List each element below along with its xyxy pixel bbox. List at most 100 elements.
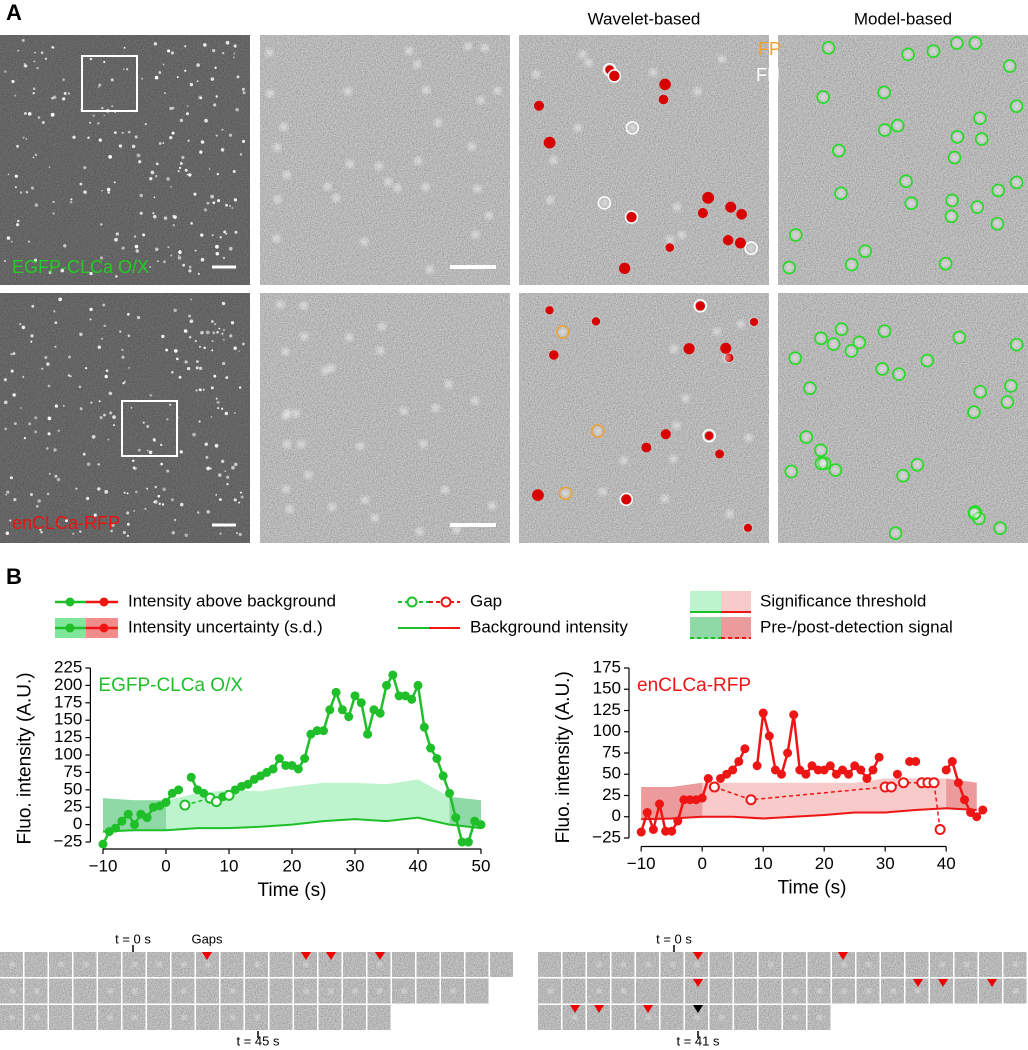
spot [123,491,126,494]
spot [238,350,240,353]
blob [994,186,1003,195]
spot [213,103,217,107]
x-axis-label: Time (s) [258,880,327,901]
spot [216,331,219,334]
spot [171,370,174,374]
spot [214,66,217,69]
spot [107,438,110,441]
spot [142,421,145,424]
spot [238,386,242,389]
spot [53,448,57,452]
spot [215,95,218,98]
detection [702,191,715,204]
blob [584,58,593,67]
spot [239,491,243,494]
spot [83,190,87,194]
spot [126,313,130,316]
spot [186,173,189,176]
frame-spot [645,1015,651,1020]
spot [34,430,38,434]
spot [113,424,116,427]
frame [905,952,929,977]
spot [233,44,237,48]
frame [930,978,953,1004]
fit-marker [877,324,892,338]
spot [97,463,100,466]
fit-marker [1009,175,1024,190]
blob [573,123,582,132]
spot [194,249,197,252]
fit-marker [858,244,873,258]
blob [672,203,681,212]
blob [817,459,826,468]
intensity-point [868,765,878,775]
spot [215,244,219,249]
blob [791,230,800,239]
spot [30,340,33,343]
spot [136,153,141,158]
spot [121,355,125,359]
fit-marker [970,200,985,214]
frame [245,978,268,1004]
column-header: Wavelet-based [588,9,701,28]
spot [198,95,202,100]
blob [681,394,690,403]
detection [734,237,746,249]
blob [558,328,567,337]
frame-spot [58,962,64,967]
spot [224,411,229,416]
x-tick-label: 20 [815,854,834,873]
spot [210,320,214,323]
spot [22,375,25,378]
x-tick-label: −10 [627,854,656,873]
fit-marker [788,351,802,365]
blob [913,460,922,469]
spot [83,166,87,170]
spot [30,334,34,338]
intensity-point [123,809,133,819]
spot [56,477,61,482]
blob [282,171,291,180]
spot [110,529,113,533]
spot [190,222,193,225]
spot [198,388,202,392]
y-tick-label: 225 [54,657,82,676]
spot [222,328,226,332]
spot [196,80,199,82]
spot [163,216,168,220]
y-tick-label: 150 [54,710,82,729]
blob [806,384,815,393]
spot [92,114,95,117]
blob [452,525,461,534]
blob [265,48,274,57]
spot [154,485,157,489]
x-tick-label: 20 [283,856,302,875]
fit-marker [877,85,892,100]
fit-marker [788,228,803,242]
fit-marker [952,330,967,345]
gap-marker [913,979,923,987]
spot [183,329,188,333]
intensity-point [463,837,473,847]
fit-marker [901,47,915,62]
spot [108,391,113,396]
intensity-point [911,757,921,766]
spot [203,208,208,212]
spot [101,106,104,110]
spot [211,234,214,237]
blob [904,50,913,59]
gap-marker [202,952,212,960]
spot [132,466,136,470]
spot [225,203,229,207]
frame [367,1005,391,1030]
spot [234,230,238,234]
spot [115,232,119,236]
shade [0,293,250,543]
spot [126,68,129,71]
spot [221,51,225,55]
fit-marker [814,443,828,458]
blob [404,46,413,55]
spot [44,356,48,360]
spot [69,200,73,204]
frame-spot [401,988,407,994]
